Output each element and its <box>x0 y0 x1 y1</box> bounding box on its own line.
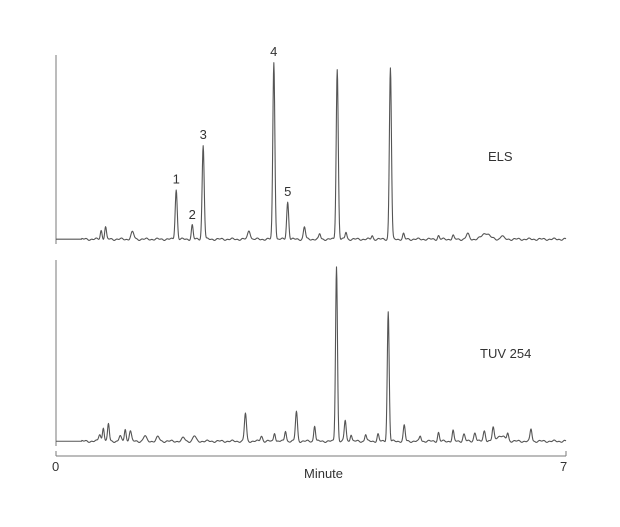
els-peak-labels: 1 2 3 4 5 <box>173 44 292 222</box>
peak-label-5: 5 <box>284 184 291 199</box>
x-tick-label-7: 7 <box>560 459 567 474</box>
tuv-panel-label: TUV 254 <box>480 346 531 361</box>
peak-label-2: 2 <box>189 207 196 222</box>
peak-label-4: 4 <box>270 44 277 59</box>
tuv-trace <box>55 266 567 444</box>
els-trace <box>55 62 567 242</box>
peak-label-3: 3 <box>200 127 207 142</box>
els-panel: ELS 1 2 3 4 5 <box>55 44 567 244</box>
x-tick-label-0: 0 <box>52 459 59 474</box>
els-panel-label: ELS <box>488 149 513 164</box>
x-axis: 0 7 Minute <box>52 451 567 481</box>
tuv-panel: TUV 254 <box>55 260 567 446</box>
peak-label-1: 1 <box>173 171 180 186</box>
x-axis-label: Minute <box>304 466 343 481</box>
